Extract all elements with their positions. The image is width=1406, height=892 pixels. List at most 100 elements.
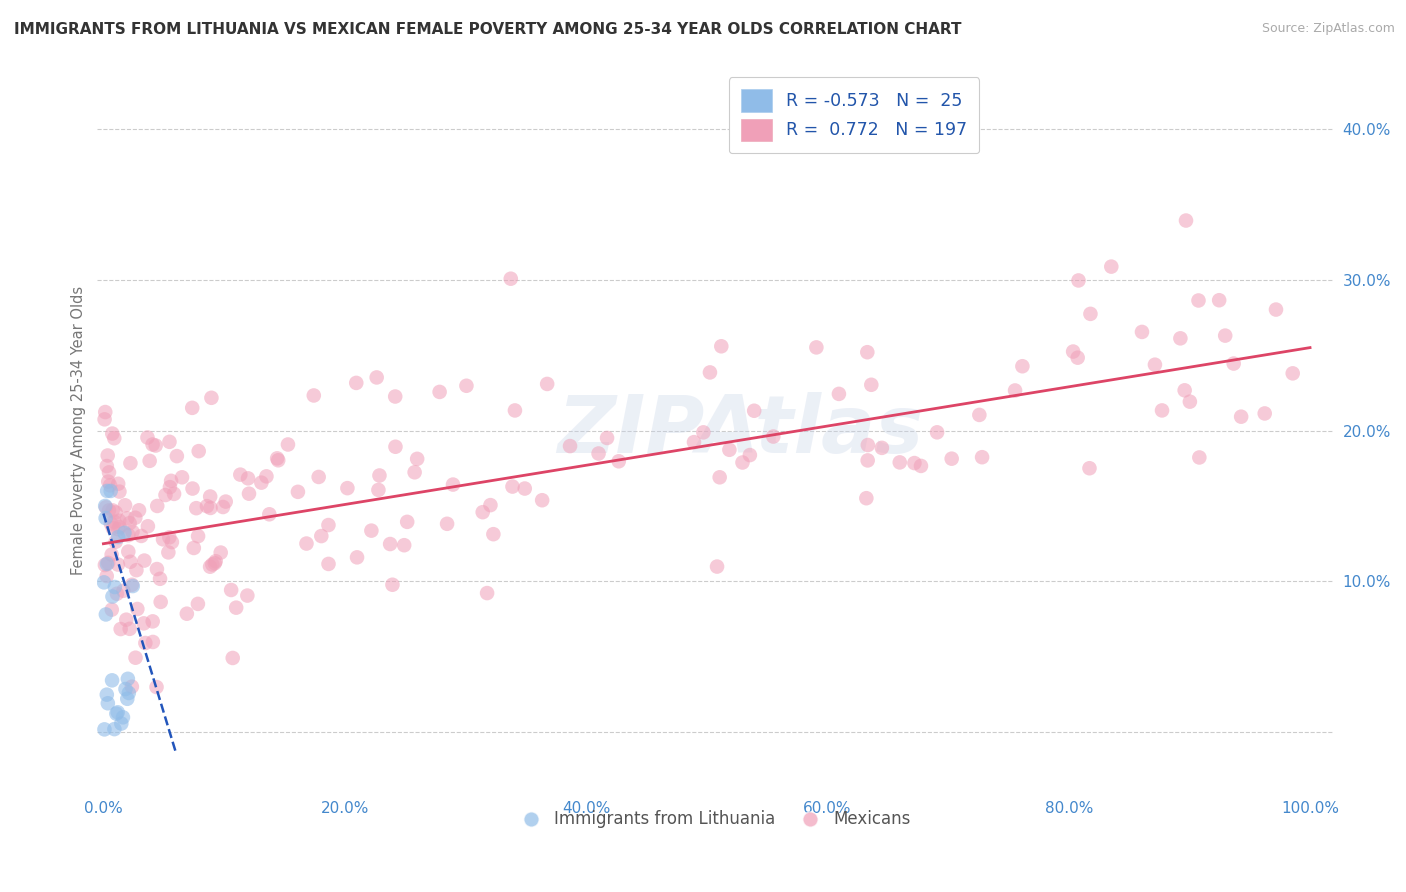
Point <box>170 470 193 484</box>
Point <box>117 511 139 525</box>
Point <box>120 555 142 569</box>
Point <box>501 479 523 493</box>
Point <box>404 465 426 479</box>
Point <box>100 602 122 616</box>
Point <box>856 453 879 467</box>
Point <box>125 563 148 577</box>
Point <box>731 455 754 469</box>
Point <box>118 686 141 700</box>
Point <box>855 491 877 506</box>
Point <box>118 622 141 636</box>
Text: ZIPAtlas: ZIPAtlas <box>557 392 924 469</box>
Point <box>187 529 209 543</box>
Point <box>318 557 340 571</box>
Point <box>104 580 127 594</box>
Point <box>134 636 156 650</box>
Point <box>471 505 494 519</box>
Point <box>98 478 121 492</box>
Point <box>870 441 893 455</box>
Point <box>1254 407 1277 421</box>
Point <box>138 454 160 468</box>
Point <box>860 377 883 392</box>
Point <box>103 722 125 736</box>
Point <box>378 537 401 551</box>
Point <box>183 541 205 555</box>
Point <box>762 429 785 443</box>
Point <box>98 466 121 480</box>
Point <box>96 688 118 702</box>
Point <box>250 475 273 490</box>
Point <box>131 529 153 543</box>
Point <box>1174 384 1197 398</box>
Point <box>142 635 165 649</box>
Point <box>104 534 127 549</box>
Point <box>134 553 156 567</box>
Point <box>406 451 429 466</box>
Point <box>157 545 180 559</box>
Point <box>159 480 181 494</box>
Point <box>94 500 117 515</box>
Point <box>94 511 117 525</box>
Point <box>101 673 124 688</box>
Point <box>121 578 143 592</box>
Point <box>212 500 235 514</box>
Point <box>146 562 169 576</box>
Text: Source: ZipAtlas.com: Source: ZipAtlas.com <box>1261 22 1395 36</box>
Point <box>181 401 204 415</box>
Point <box>103 515 125 529</box>
Point <box>145 680 167 694</box>
Point <box>107 706 129 720</box>
Point <box>706 559 728 574</box>
Point <box>107 476 129 491</box>
Point <box>806 340 828 354</box>
Point <box>97 556 120 570</box>
Point <box>596 431 619 445</box>
Point <box>1066 351 1088 365</box>
Point <box>436 516 458 531</box>
Point <box>149 595 172 609</box>
Point <box>160 474 183 488</box>
Point <box>111 710 134 724</box>
Point <box>1078 461 1101 475</box>
Point <box>96 458 118 473</box>
Point <box>155 488 177 502</box>
Point <box>889 455 911 469</box>
Point <box>181 482 204 496</box>
Point <box>219 582 242 597</box>
Point <box>110 622 132 636</box>
Point <box>195 499 218 513</box>
Point <box>742 403 765 417</box>
Point <box>136 430 159 444</box>
Point <box>124 510 146 524</box>
Point <box>396 515 419 529</box>
Point <box>336 481 359 495</box>
Point <box>204 554 226 568</box>
Y-axis label: Female Poverty Among 25-34 Year Olds: Female Poverty Among 25-34 Year Olds <box>72 286 86 575</box>
Point <box>200 500 222 515</box>
Point <box>105 706 128 721</box>
Point <box>101 590 124 604</box>
Point <box>710 339 733 353</box>
Point <box>295 536 318 550</box>
Point <box>127 602 149 616</box>
Point <box>132 616 155 631</box>
Point <box>108 484 131 499</box>
Point <box>166 449 188 463</box>
Legend: Immigrants from Lithuania, Mexicans: Immigrants from Lithuania, Mexicans <box>515 804 918 835</box>
Point <box>344 376 367 390</box>
Point <box>1175 213 1198 227</box>
Point <box>117 691 139 706</box>
Point <box>259 508 281 522</box>
Point <box>215 494 238 508</box>
Point <box>1067 273 1090 287</box>
Point <box>441 477 464 491</box>
Point <box>112 525 135 540</box>
Point <box>266 451 288 466</box>
Point <box>699 366 721 380</box>
Point <box>588 446 610 460</box>
Point <box>100 516 122 531</box>
Point <box>683 435 706 450</box>
Point <box>101 426 124 441</box>
Point <box>969 408 991 422</box>
Point <box>381 578 404 592</box>
